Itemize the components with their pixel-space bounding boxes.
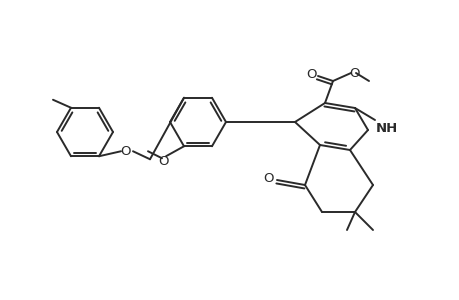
- Text: O: O: [120, 145, 131, 158]
- Text: O: O: [306, 68, 317, 80]
- Text: O: O: [349, 67, 359, 80]
- Text: O: O: [263, 172, 274, 184]
- Text: NH: NH: [375, 122, 397, 134]
- Text: O: O: [158, 155, 169, 168]
